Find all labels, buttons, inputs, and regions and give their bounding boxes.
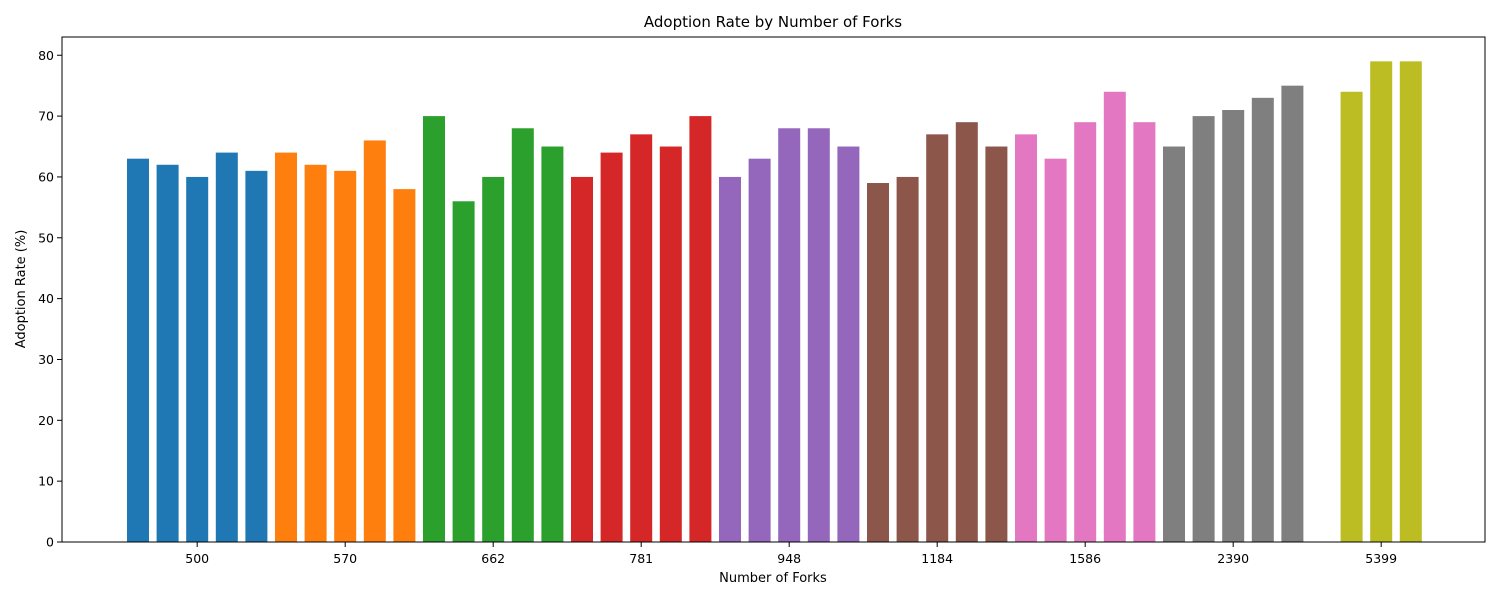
bar-570-1 [275,152,297,542]
bar-781-1 [571,176,593,542]
bar-662-1 [423,116,445,542]
bar-948-1 [719,176,741,542]
bar-662-5 [541,146,564,542]
bar-500-5 [245,170,268,543]
bar-662-4 [511,128,534,542]
bar-662-2 [452,201,475,542]
plot-frame [61,36,1486,543]
x-axis-label: Number of Forks [719,571,827,586]
bar-1586-3 [1074,122,1097,543]
y-tick-label-40: 40 [38,291,54,306]
bars-layer [127,61,1422,543]
bar-500-4 [215,152,238,542]
bar-1586-1 [1015,134,1037,542]
y-tick-label-70: 70 [38,109,54,124]
x-tick-label-948: 948 [777,551,801,566]
y-tick-label-80: 80 [38,48,54,63]
x-tick-label-662: 662 [481,551,505,566]
bar-1184-3 [926,134,949,542]
bar-1586-2 [1044,158,1067,542]
x-tick-label-781: 781 [629,551,653,566]
y-axis: 0 10 20 30 40 50 60 70 80 [38,48,62,550]
bar-500-2 [156,164,179,542]
bar-2390-4 [1251,97,1274,542]
bar-1586-5 [1133,122,1156,543]
x-tick-label-500: 500 [185,551,209,566]
bar-5399-3 [1399,61,1422,543]
bar-781-5 [689,116,712,542]
bar-2390-1 [1163,146,1185,542]
bar-570-2 [304,164,327,542]
bar-948-3 [778,128,801,542]
x-tick-label-570: 570 [333,551,357,566]
bar-781-3 [630,134,653,542]
bar-570-3 [334,170,357,543]
bar-2390-3 [1222,110,1245,542]
bar-1184-1 [867,183,889,542]
x-axis: 500 570 662 781 948 1184 1586 2390 5399 [185,542,1397,566]
bar-500-1 [127,158,149,542]
bar-1184-5 [985,146,1008,542]
bar-781-4 [659,146,682,542]
bar-500-3 [186,176,209,542]
bar-2390-5 [1281,85,1304,543]
y-tick-label-20: 20 [38,413,54,428]
bar-1586-4 [1103,91,1126,542]
x-tick-label-1184: 1184 [921,551,953,566]
y-tick-label-30: 30 [38,352,54,367]
bar-570-4 [363,140,386,542]
bar-5399-2 [1370,61,1393,543]
y-axis-label: Adoption Rate (%) [14,230,29,349]
y-tick-label-0: 0 [46,535,54,550]
x-tick-label-5399: 5399 [1365,551,1397,566]
chart-title: Adoption Rate by Number of Forks [644,13,902,31]
bar-662-3 [482,176,505,542]
bar-5399-1 [1340,91,1363,542]
bar-570-5 [393,189,416,543]
bar-781-2 [600,152,623,542]
bar-948-4 [807,128,830,542]
bar-1184-4 [955,122,978,543]
bar-2390-2 [1192,116,1215,542]
y-tick-label-60: 60 [38,169,54,184]
x-tick-label-1586: 1586 [1069,551,1101,566]
bar-948-2 [748,158,771,542]
bar-948-5 [837,146,860,542]
y-tick-label-50: 50 [38,230,54,245]
bar-1184-2 [896,176,919,542]
x-tick-label-2390: 2390 [1217,551,1249,566]
y-tick-label-10: 10 [38,474,54,489]
